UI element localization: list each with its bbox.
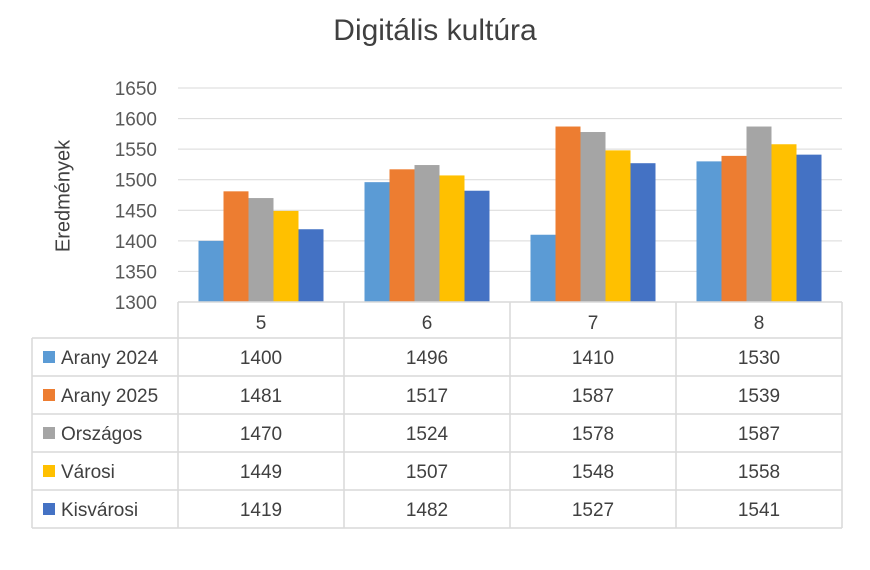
table-value: 1496: [406, 348, 448, 369]
bar: [555, 126, 581, 303]
bar: [198, 240, 224, 302]
legend-key: [43, 465, 55, 477]
bar: [605, 150, 631, 302]
bar: [298, 229, 324, 302]
table-value: 1507: [406, 462, 448, 483]
table-value: 1530: [738, 348, 780, 369]
table-value: 1482: [406, 500, 448, 521]
table-value: 1558: [738, 462, 780, 483]
bar: [630, 163, 656, 302]
x-tick-label: 6: [422, 313, 433, 334]
y-tick-label: 1650: [115, 79, 157, 100]
y-tick-label: 1350: [115, 262, 157, 283]
table-value: 1400: [240, 348, 282, 369]
table-value: 1410: [572, 348, 614, 369]
series-name: Városi: [61, 462, 115, 483]
table-value: 1539: [738, 386, 780, 407]
table-value: 1517: [406, 386, 448, 407]
bar: [414, 165, 440, 302]
bar: [796, 154, 822, 302]
y-tick-label: 1600: [115, 110, 157, 131]
bar: [696, 161, 722, 302]
table-value: 1541: [738, 500, 780, 521]
table-value: 1470: [240, 424, 282, 445]
table-value: 1527: [572, 500, 614, 521]
table-value: 1449: [240, 462, 282, 483]
bar: [389, 169, 415, 302]
legend-key: [43, 351, 55, 363]
table-value: 1578: [572, 424, 614, 445]
series-name: Arany 2024: [61, 348, 159, 369]
table-value: 1481: [240, 386, 282, 407]
bar: [464, 190, 490, 302]
bar: [364, 182, 390, 302]
y-tick-label: 1550: [115, 140, 157, 161]
bar: [223, 191, 249, 302]
table-value: 1419: [240, 500, 282, 521]
y-tick-label: 1400: [115, 232, 157, 253]
series-name: Kisvárosi: [61, 500, 138, 521]
bar: [580, 132, 606, 302]
legend-key: [43, 427, 55, 439]
table-value: 1524: [406, 424, 449, 445]
bar: [273, 210, 299, 302]
x-tick-label: 7: [588, 313, 599, 334]
y-tick-label: 1450: [115, 201, 157, 222]
legend-key: [43, 389, 55, 401]
x-tick-label: 8: [754, 313, 765, 334]
series-name: Országos: [61, 424, 142, 445]
legend-key: [43, 503, 55, 515]
series-name: Arany 2025: [61, 386, 158, 407]
bar: [771, 144, 797, 302]
bar: [248, 198, 274, 302]
x-tick-label: 5: [256, 313, 267, 334]
bar: [439, 175, 465, 302]
table-value: 1548: [572, 462, 614, 483]
chart-title: Digitális kultúra: [333, 14, 537, 47]
table-value: 1587: [738, 424, 780, 445]
bar: [721, 155, 747, 302]
y-tick-label: 1500: [115, 171, 157, 192]
table-value: 1587: [572, 386, 614, 407]
y-tick-label: 1300: [115, 293, 157, 314]
bar: [530, 234, 556, 302]
bar: [746, 126, 772, 303]
